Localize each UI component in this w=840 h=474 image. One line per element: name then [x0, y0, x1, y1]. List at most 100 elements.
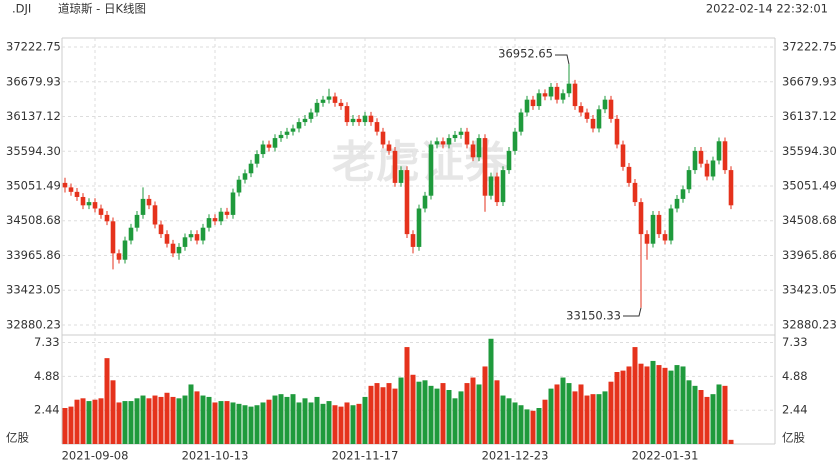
candle-body: [668, 208, 674, 241]
volume-bar: [284, 396, 290, 444]
volume-bar: [368, 385, 374, 444]
candle-body: [542, 93, 548, 97]
candle-body: [152, 205, 158, 225]
chart-name: 道琼斯 - 日K线图: [58, 2, 146, 16]
candle-body: [320, 99, 326, 103]
candle-body: [440, 141, 446, 145]
volume-bar: [98, 398, 104, 444]
candle-body: [608, 99, 614, 119]
candle-body: [632, 182, 638, 203]
volume-bar: [92, 399, 98, 444]
candle-body: [416, 208, 422, 247]
candle-body: [254, 154, 260, 164]
candle-body: [200, 227, 206, 241]
volume-bar: [662, 367, 668, 444]
volume-bar: [242, 405, 248, 444]
candle-body: [332, 96, 338, 103]
volume-bar: [656, 365, 662, 444]
candle-body: [554, 86, 560, 100]
volume-bar: [488, 338, 494, 444]
volume-bar: [344, 402, 350, 444]
volume-tick-label-right: 7.33: [782, 335, 808, 349]
volume-bar: [158, 396, 164, 444]
candle-body: [92, 202, 98, 209]
candle-body: [716, 141, 722, 161]
y-tick-label: 35051.49: [6, 179, 61, 193]
volume-tick-label: 7.33: [34, 335, 60, 349]
volume-bar: [578, 384, 584, 444]
volume-bar: [452, 398, 458, 444]
volume-bar: [74, 399, 80, 444]
candle-body: [158, 224, 164, 235]
y-tick-label-right: 37222.75: [782, 40, 837, 54]
y-tick-label: 37222.75: [6, 40, 61, 54]
volume-bar: [446, 390, 452, 444]
volume-bar: [380, 387, 386, 444]
x-tick-label: 2021-12-23: [482, 449, 549, 463]
candle-body: [116, 253, 122, 260]
volume-bar: [320, 403, 326, 444]
volume-bar: [506, 398, 512, 444]
volume-unit: 亿股: [6, 431, 29, 445]
volume-bar: [266, 399, 272, 444]
candle-body: [386, 144, 392, 151]
volume-bar: [476, 384, 482, 444]
candle-body: [422, 195, 428, 209]
candle-body: [512, 131, 518, 151]
candle-body: [344, 106, 350, 123]
candle-body: [686, 170, 692, 190]
volume-bar: [260, 402, 266, 444]
candle-body: [260, 144, 266, 155]
candle-body: [284, 131, 290, 135]
candle-body: [506, 150, 512, 171]
candle-body: [566, 83, 572, 94]
candle-body: [644, 234, 650, 244]
x-tick-label: 2021-09-08: [62, 449, 129, 463]
volume-unit: 亿股: [782, 431, 805, 445]
annotation: 36952.65: [498, 47, 553, 61]
volume-bar: [212, 402, 218, 444]
volume-bar: [176, 398, 182, 444]
volume-bar: [194, 391, 200, 444]
volume-bar: [650, 360, 656, 444]
candle-body: [596, 109, 602, 129]
volume-bar: [296, 402, 302, 444]
volume-bar: [728, 439, 734, 444]
candle-body: [518, 112, 524, 132]
y-tick-label: 34508.68: [6, 213, 61, 227]
candle-body: [446, 138, 452, 145]
volume-bar: [548, 388, 554, 444]
volume-bar: [602, 391, 608, 444]
volume-bar: [572, 391, 578, 444]
candle-body: [194, 234, 200, 241]
volume-bar: [626, 366, 632, 444]
volume-bar: [206, 396, 212, 444]
volume-bar: [404, 347, 410, 444]
annotation-line: [555, 54, 570, 65]
annotation-line: [623, 307, 642, 317]
watermark: 老虎证券: [332, 137, 509, 188]
y-tick-label-right: 33965.86: [782, 248, 837, 262]
candle-body: [182, 237, 188, 247]
candle-body: [572, 83, 578, 107]
candle-body: [62, 182, 68, 188]
candle-body: [146, 198, 152, 206]
x-tick-label: 2021-10-13: [182, 449, 249, 463]
candle-body: [302, 118, 308, 123]
volume-bar: [140, 395, 146, 444]
volume-bar: [668, 370, 674, 444]
volume-bar: [560, 377, 566, 444]
candle-body: [614, 118, 620, 145]
volume-bar: [230, 402, 236, 444]
candle-body: [98, 208, 104, 215]
candle-body: [164, 234, 170, 244]
candle-body: [404, 170, 410, 235]
candle-body: [674, 198, 680, 209]
volume-bar: [620, 370, 626, 444]
candle-body: [242, 173, 248, 180]
candle-body: [236, 179, 242, 193]
candle-body: [524, 99, 530, 113]
volume-bar: [62, 408, 68, 444]
volume-bar: [470, 377, 476, 444]
candle-body: [704, 163, 710, 177]
